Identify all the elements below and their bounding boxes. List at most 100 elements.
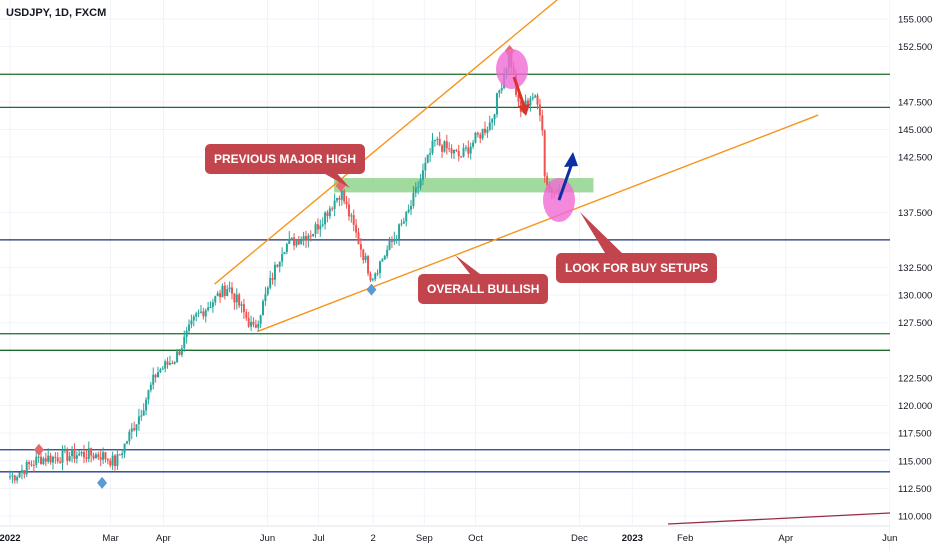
candle-body — [111, 455, 114, 466]
candle-body — [390, 240, 393, 242]
candle-body — [13, 475, 16, 481]
candle-body — [16, 477, 19, 481]
time-axis[interactable]: 2022 Mar Apr Jun Jul 2 Sep Oct Dec 2023 Feb Apr Jun — [0, 533, 897, 544]
x-tick-label: Apr — [778, 533, 793, 544]
candle-body — [460, 156, 463, 158]
candle-body — [262, 301, 265, 316]
candle-body — [252, 321, 255, 325]
candle-body — [204, 310, 207, 317]
candle-body — [467, 147, 470, 154]
candle-body — [164, 361, 167, 369]
candle-body — [402, 221, 405, 224]
trend-line-bottom — [667, 512, 891, 525]
candle-body — [343, 190, 346, 202]
candle-body — [149, 384, 152, 391]
candle-body — [273, 264, 276, 280]
candle-body — [371, 279, 374, 281]
candle-body — [417, 187, 420, 189]
candle-body — [180, 348, 183, 355]
candle-body — [340, 190, 343, 200]
x-tick-label: Oct — [468, 533, 483, 544]
x-tick-label: 2022 — [0, 533, 21, 544]
candle-body — [135, 424, 138, 431]
candle-body — [333, 200, 336, 209]
x-tick-label: Feb — [677, 533, 693, 544]
swing-high-diamond — [33, 443, 44, 456]
candle-body — [68, 456, 71, 461]
candle-body — [495, 93, 498, 115]
candle-body — [319, 225, 322, 230]
candle-body — [445, 141, 448, 149]
y-tick-label: 130.000 — [898, 291, 932, 302]
candle-body — [288, 238, 291, 244]
candle-body — [302, 236, 305, 241]
candle-body — [457, 151, 460, 157]
candle-body — [130, 428, 133, 432]
candle-body — [37, 456, 40, 458]
candle-body — [407, 209, 410, 212]
candle-body — [431, 140, 434, 154]
candle-body — [145, 399, 148, 411]
candle-body — [238, 294, 241, 306]
candle-body — [538, 104, 541, 116]
candle-body — [383, 256, 386, 260]
candle-body — [324, 212, 327, 225]
candle-body — [304, 236, 307, 241]
candle-body — [481, 128, 484, 139]
candle-body — [207, 307, 210, 311]
candle-body — [137, 416, 140, 425]
candle-body — [285, 243, 288, 253]
channel-upper-line — [214, 0, 559, 285]
candle-body — [106, 459, 109, 461]
down-arrow-shaft — [512, 76, 526, 107]
candle-body — [156, 372, 159, 378]
candle-body — [281, 254, 284, 262]
candle-body — [412, 192, 415, 206]
candle-body — [202, 311, 205, 317]
candle-body — [66, 449, 69, 461]
candle-body — [254, 324, 257, 328]
candle-body — [219, 293, 222, 298]
candle-body — [56, 457, 59, 462]
candle-body — [92, 455, 95, 459]
candle-body — [85, 457, 88, 459]
x-tick-label: 2 — [371, 533, 376, 544]
candle-body — [357, 232, 360, 245]
candle-body — [450, 148, 453, 154]
candle-body — [314, 224, 317, 234]
candle-body — [152, 374, 155, 385]
candle-body — [364, 256, 367, 261]
x-tick-label: Jun — [260, 533, 275, 544]
candle-body — [517, 94, 520, 102]
candle-body — [259, 315, 262, 324]
candle-body — [331, 208, 334, 210]
candle-body — [326, 212, 329, 217]
candle-body — [269, 278, 272, 288]
candle-body — [336, 197, 339, 201]
candle-body — [221, 285, 224, 298]
candle-body — [125, 441, 128, 444]
candle-body — [347, 204, 350, 217]
candle-body — [271, 278, 274, 280]
candle-body — [82, 452, 85, 458]
candle-body — [209, 306, 212, 308]
candles-layer — [9, 47, 561, 484]
candle-body — [316, 224, 319, 230]
candle-body — [374, 273, 377, 280]
annotation-previous-major-high: PREVIOUS MAJOR HIGH — [205, 144, 366, 174]
candle-body — [32, 464, 35, 466]
candle-body — [23, 470, 26, 475]
candle-body — [226, 289, 229, 297]
x-tick-label: Jul — [313, 533, 325, 544]
candle-body — [147, 390, 150, 400]
candle-body — [142, 410, 145, 416]
candle-body — [102, 452, 105, 460]
candle-body — [63, 449, 66, 451]
candle-body — [362, 249, 365, 261]
price-axis[interactable]: 155.000 152.500 147.500 145.000 142.500 137.5… — [890, 0, 932, 550]
candle-body — [20, 470, 23, 473]
candle-body — [419, 179, 422, 188]
candle-body — [216, 293, 219, 297]
y-tick-label: 147.500 — [898, 97, 932, 108]
